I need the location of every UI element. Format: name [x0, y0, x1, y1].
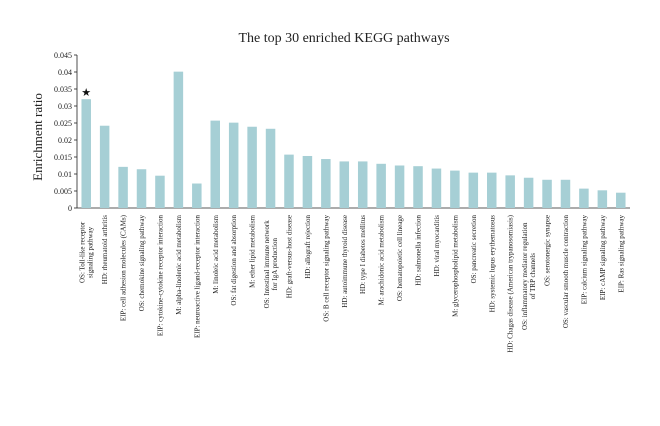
bar — [118, 166, 128, 208]
x-tick-label: M: alpha-linolenic acid metabolism — [175, 214, 183, 314]
x-tick-label: HD: systemic lupus erythematosus — [488, 215, 496, 313]
x-tick-label: OS: fat digestion and absorption — [230, 215, 238, 306]
bar — [265, 128, 276, 208]
bar — [505, 175, 515, 208]
x-tick-label: M: arachidonic acid metabolism — [378, 214, 386, 305]
bar — [357, 161, 368, 208]
bar — [136, 169, 147, 208]
bar — [616, 192, 626, 208]
x-tick-labels: OS: Toll-like receptorsignaling pathway H… — [79, 214, 626, 352]
y-tick-label: 0.04 — [58, 68, 72, 77]
x-tick-label: OS: inflammatory mediator regulationof T… — [521, 222, 537, 330]
x-tick-label: EIP: neuroactive ligand-receptor interac… — [193, 215, 201, 339]
x-tick-label: OS: hematopoietic cell lineage — [396, 215, 404, 301]
bar — [173, 71, 184, 208]
bars — [81, 71, 626, 208]
x-tick-label: OS: Intestinal immune networkfor IgA pro… — [263, 220, 279, 309]
x-tick-label: EIP: cAMP signaling pathway — [599, 215, 607, 301]
x-tick-label: EIP: cell adhesion molecules (CAMs) — [120, 214, 128, 321]
y-tick-label: 0.025 — [54, 119, 72, 128]
x-tick-label: HD: viral myocarditis — [433, 215, 441, 277]
bar — [228, 122, 239, 208]
x-tick-label: HD: autoimmune thyroid disease — [341, 215, 349, 308]
x-tick-label: M: linoleic acid metabolism — [212, 214, 220, 293]
x-tick-label: M: ether lipid metabolism — [249, 214, 257, 287]
bar — [81, 99, 91, 208]
x-tick-label: EIP: Ras signaling pathway — [617, 215, 625, 293]
bar — [99, 125, 110, 208]
bar — [302, 155, 313, 208]
x-tick-label: OS: pancreatic secretion — [470, 215, 478, 284]
bar — [468, 172, 479, 208]
x-tick-label: HD: Chagas disease (American trypanosomi… — [507, 214, 515, 352]
x-tick-label: EIP: calcium signaling pathway — [580, 215, 588, 305]
bar — [542, 179, 552, 208]
annotations: ★ — [81, 86, 91, 99]
bar — [523, 177, 534, 208]
y-tick-label: 0.03 — [58, 102, 72, 111]
bar — [247, 126, 257, 208]
y-tick-label: 0.02 — [58, 136, 72, 145]
bar — [284, 154, 294, 208]
y-tick-label: 0.035 — [54, 85, 72, 94]
y-tick-labels: 0 0.005 0.01 0.015 0.02 0.025 0.03 0.035 0.04 0.0… — [54, 51, 72, 213]
bar — [450, 170, 460, 208]
axes — [74, 54, 630, 209]
x-tick-label: HD: salmonella infection — [415, 215, 423, 286]
x-tick-label: HD: graft-versus-host disease — [286, 215, 294, 298]
x-tick-label: M: glycerophospholipid metabolism — [451, 214, 459, 316]
x-tick-label: OS: vascular smooth muscle contraction — [562, 215, 570, 329]
bar — [560, 179, 571, 208]
y-axis-label: Enrichment ratio — [30, 93, 45, 181]
bar — [210, 120, 220, 208]
x-tick-label: HD: rheumatoid arthritis — [101, 215, 109, 284]
x-tick-label: EIP: cytokine-cytokine receptor interact… — [156, 215, 164, 337]
bar — [394, 165, 405, 208]
y-tick-label: 0.01 — [58, 170, 72, 179]
bar — [431, 168, 442, 208]
chart-title: The top 30 enriched KEGG pathways — [238, 31, 449, 46]
x-tick-label: OS: serotonergic synapse — [544, 215, 552, 286]
bar — [155, 175, 165, 208]
y-tick-label: 0 — [68, 204, 72, 213]
x-tick-label: OS: B cell receptor signaling pathway — [322, 215, 330, 322]
bar — [321, 159, 331, 208]
x-tick-label: OS: chemokine signaling pathway — [138, 215, 146, 312]
y-tick-label: 0.015 — [54, 153, 72, 162]
star-annotation: ★ — [81, 86, 91, 99]
y-tick-label: 0.045 — [54, 51, 72, 60]
x-tick-label: HD: allograft rejection — [304, 215, 312, 279]
bar — [192, 183, 202, 208]
bar — [597, 190, 608, 208]
bar — [579, 188, 589, 208]
bar — [487, 172, 497, 208]
bar — [376, 163, 386, 208]
bar — [413, 166, 423, 208]
x-tick-label: OS: Toll-like receptorsignaling pathway — [79, 221, 95, 283]
y-tick-label: 0.005 — [54, 187, 72, 196]
x-tick-label: HD: type I diabetes mellitus — [359, 215, 367, 294]
bar — [339, 161, 350, 208]
